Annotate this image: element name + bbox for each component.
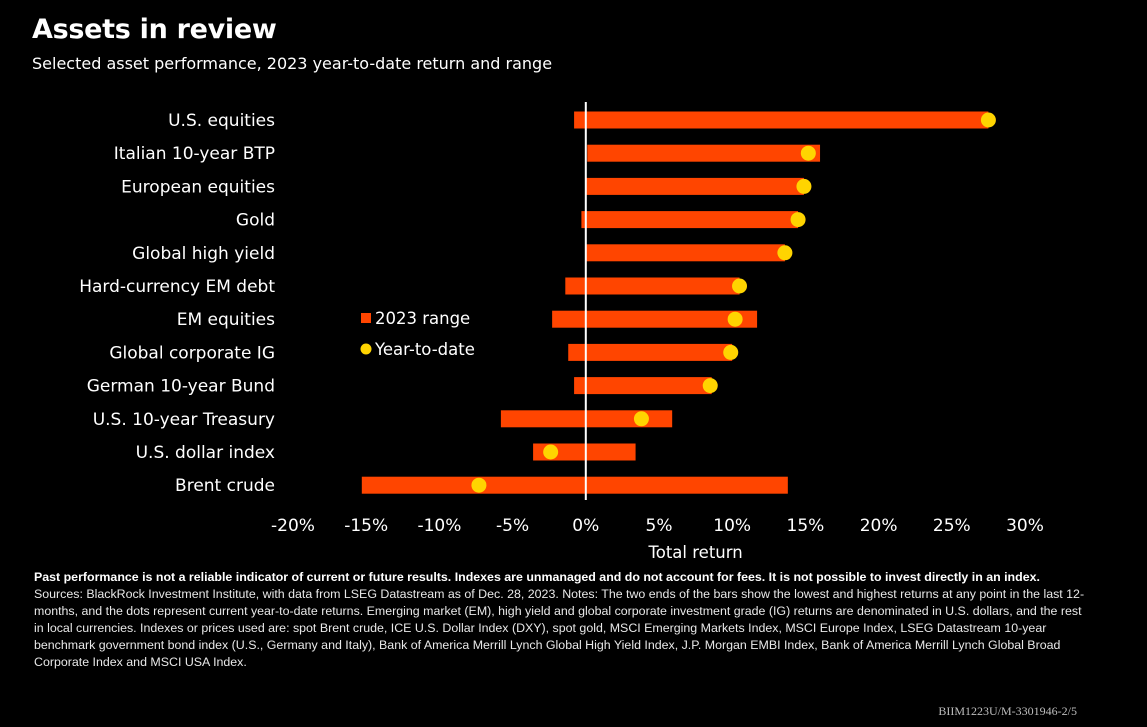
range-bar [565,277,740,295]
ytd-dot [790,212,806,228]
legend-ytd-label: Year-to-date [374,340,475,359]
range-bar [585,177,804,195]
range-bar [568,343,733,361]
x-tick-label: 20% [860,516,898,536]
category-label: U.S. equities [168,111,275,131]
category-label: Global high yield [132,244,275,264]
disclaimer-text: Past performance is not a reliable indic… [34,570,1040,584]
category-label: Global corporate IG [109,343,275,363]
x-tick-label: -15% [344,516,388,536]
ytd-dot [777,245,793,261]
x-tick-label: 10% [713,516,751,536]
ytd-dot [702,378,718,394]
x-tick-label: 0% [572,516,599,536]
range-bar [533,443,636,461]
category-label: Gold [236,211,275,231]
range-bar [585,244,785,262]
ytd-dot [543,444,559,460]
ytd-dot [727,311,743,327]
x-axis-label: Total return [647,543,742,562]
ytd-dot [471,477,487,493]
range-bar [574,377,712,395]
range-bar [361,476,788,494]
footnotes: Past performance is not a reliable indic… [34,569,1094,671]
ytd-dot [800,145,816,161]
sources-text: Sources: BlackRock Investment Institute,… [34,587,1085,669]
category-label: EM equities [177,310,275,330]
range-bar [581,211,799,229]
ytd-dot [980,112,996,128]
ytd-dot [633,411,649,427]
category-label: Italian 10-year BTP [114,144,275,164]
x-tick-label: -20% [271,516,315,536]
category-label: U.S. dollar index [136,443,275,463]
ytd-dot [723,344,739,360]
category-label: European equities [121,177,275,197]
x-tick-label: 15% [787,516,825,536]
legend-range-label: 2023 range [375,309,470,328]
category-label: German 10-year Bund [87,377,275,397]
chart-title: Assets in review [32,14,277,45]
category-label: Hard-currency EM debt [79,277,275,297]
range-bar [552,310,758,328]
x-tick-label: 25% [933,516,971,536]
document-code: BIIM1223U/M-3301946-2/5 [938,704,1077,718]
range-dot-chart: U.S. equities Italian 10-year BTP European… [79,102,1044,562]
chart-subtitle: Selected asset performance, 2023 year-to… [32,54,553,73]
category-label: Brent crude [175,476,275,496]
legend-range-swatch [361,313,371,323]
range-bar [574,111,989,129]
ytd-dot [732,278,748,294]
x-tick-label: -5% [496,516,529,536]
legend-ytd-swatch [360,343,372,355]
x-tick-label: 5% [646,516,673,536]
x-tick-label: -10% [417,516,461,536]
range-bar [587,144,821,162]
ytd-dot [796,178,812,194]
x-tick-label: 30% [1006,516,1044,536]
category-label: U.S. 10-year Treasury [93,410,275,430]
